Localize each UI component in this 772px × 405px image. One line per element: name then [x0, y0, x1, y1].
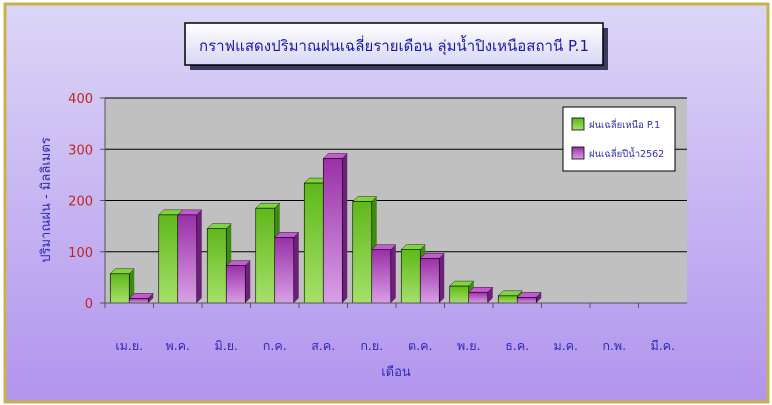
bar-side — [342, 153, 348, 303]
bar-series-2-4 — [322, 158, 343, 304]
y-tick-label: 100 — [68, 246, 93, 261]
bar-side — [148, 293, 154, 303]
bar-series-2-8 — [516, 297, 537, 304]
bar-series-2-3 — [274, 237, 295, 304]
bar-series-2-1 — [177, 214, 198, 304]
bar-side — [439, 253, 445, 303]
bar-series-1-5 — [352, 201, 373, 304]
bar-series-1-1 — [158, 214, 179, 304]
legend-swatch-series-2 — [571, 146, 585, 160]
x-tick-label: พ.ย. — [457, 338, 481, 353]
x-tick-label: มี.ค. — [650, 338, 675, 353]
chart-title: กราฟแสดงปริมาณฝนเฉลี่ยรายเดือน ลุ่มน้ำปิ… — [199, 35, 589, 56]
x-tick-label: ต.ค. — [408, 338, 432, 353]
bar-series-2-7 — [468, 291, 489, 304]
legend-label-series-2: ฝนเฉลี่ยปีน้ำ2562 — [589, 147, 664, 160]
x-tick-label: เม.ย. — [115, 338, 143, 353]
bar-side — [293, 232, 299, 303]
legend-swatch-series-1 — [571, 117, 585, 131]
bar-series-2-6 — [419, 258, 440, 304]
x-tick-labels: เม.ย. พ.ค. มิ.ย. ก.ค. ส.ค. ก.ย. ต.ค. พ.ย. ธ.ค. ม.… — [104, 303, 675, 353]
title-box — [184, 22, 604, 66]
bar-side — [390, 244, 396, 303]
legend-label-series-1: ฝนเฉลี่ยเหนือ P.1 — [589, 118, 660, 131]
y-axis-title: ปริมาณฝน - มิลลิเมตร — [39, 137, 54, 263]
y-tick-labels: 0 100 200 300 400 — [68, 92, 93, 312]
legend: ฝนเฉลี่ยเหนือ P.1 ฝนเฉลี่ยปีน้ำ2562 — [562, 106, 676, 172]
bar-side — [245, 260, 251, 303]
x-axis-title: เดือน — [381, 364, 411, 380]
y-tick-label: 400 — [68, 92, 93, 107]
x-tick-label: ธ.ค. — [505, 338, 529, 353]
bar-side — [196, 209, 202, 303]
legend-box — [562, 106, 676, 172]
y-tick-label: 300 — [68, 143, 93, 158]
bar-series-1-4 — [303, 182, 324, 304]
bar-series-1-7 — [449, 285, 470, 304]
y-tick-label: 0 — [85, 297, 93, 312]
bar-series-1-2 — [206, 228, 227, 304]
bar-series-2-5 — [371, 249, 392, 304]
x-tick-label: ก.พ. — [602, 338, 626, 353]
x-tick-label: มิ.ย. — [214, 338, 238, 353]
bar-series-1-6 — [400, 249, 421, 304]
bar-series-1-3 — [255, 207, 276, 304]
y-tick-label: 200 — [68, 195, 93, 210]
bars — [109, 153, 542, 304]
x-tick-label: พ.ค. — [165, 338, 190, 353]
x-tick-label: ก.ค. — [263, 338, 287, 353]
x-tick-label: ส.ค. — [311, 338, 335, 353]
bar-series-1-8 — [497, 295, 518, 304]
bar-side — [536, 292, 542, 303]
x-tick-label: ก.ย. — [360, 338, 383, 353]
bar-series-2-2 — [225, 265, 246, 304]
bar-series-1-0 — [109, 273, 130, 304]
x-tick-label: ม.ค. — [553, 338, 578, 353]
bar-series-2-0 — [128, 298, 149, 304]
